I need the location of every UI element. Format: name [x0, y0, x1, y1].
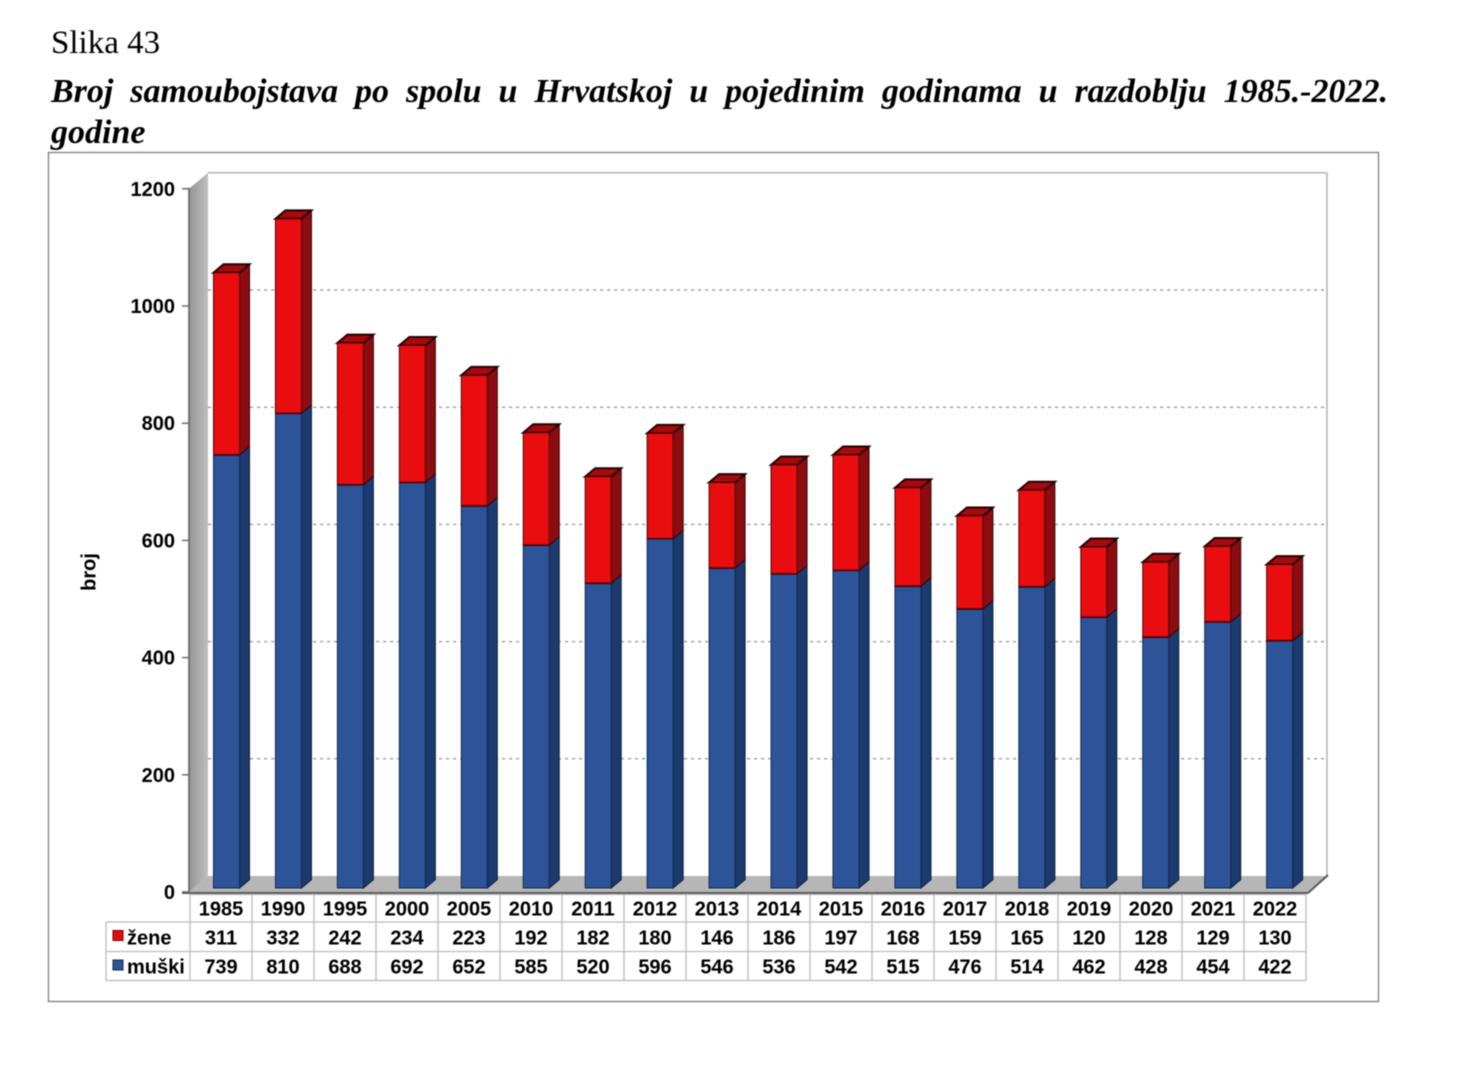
- svg-text:2019: 2019: [1067, 899, 1112, 921]
- svg-text:2018: 2018: [1005, 899, 1050, 921]
- svg-text:428: 428: [1134, 957, 1167, 979]
- svg-text:120: 120: [1072, 928, 1105, 950]
- svg-text:542: 542: [824, 957, 857, 979]
- svg-text:400: 400: [142, 648, 175, 670]
- svg-text:585: 585: [514, 957, 547, 979]
- svg-text:514: 514: [1010, 957, 1044, 979]
- svg-text:600: 600: [142, 530, 175, 552]
- svg-text:2013: 2013: [695, 899, 740, 921]
- svg-text:192: 192: [514, 928, 547, 950]
- svg-text:223: 223: [452, 928, 485, 950]
- svg-text:462: 462: [1072, 957, 1105, 979]
- svg-text:2017: 2017: [943, 899, 988, 921]
- svg-text:182: 182: [576, 928, 609, 950]
- svg-text:168: 168: [886, 928, 919, 950]
- svg-text:165: 165: [1010, 928, 1043, 950]
- svg-text:546: 546: [700, 957, 733, 979]
- svg-text:186: 186: [762, 928, 795, 950]
- svg-text:197: 197: [824, 928, 857, 950]
- svg-text:2000: 2000: [385, 899, 430, 921]
- svg-text:1200: 1200: [131, 179, 176, 201]
- svg-text:2021: 2021: [1191, 899, 1236, 921]
- svg-text:596: 596: [638, 957, 671, 979]
- svg-text:242: 242: [328, 928, 361, 950]
- svg-text:2010: 2010: [509, 899, 554, 921]
- svg-text:800: 800: [142, 413, 175, 435]
- svg-text:1000: 1000: [131, 296, 176, 318]
- svg-text:422: 422: [1258, 957, 1291, 979]
- svg-text:2020: 2020: [1129, 899, 1174, 921]
- svg-text:159: 159: [948, 928, 981, 950]
- svg-text:2022: 2022: [1253, 899, 1298, 921]
- svg-text:515: 515: [886, 957, 919, 979]
- svg-text:1990: 1990: [261, 899, 306, 921]
- svg-text:180: 180: [638, 928, 671, 950]
- svg-text:311: 311: [205, 928, 237, 950]
- svg-text:520: 520: [576, 957, 609, 979]
- svg-text:2005: 2005: [447, 899, 492, 921]
- svg-text:1995: 1995: [323, 899, 368, 921]
- svg-text:žene: žene: [127, 928, 171, 950]
- svg-text:2015: 2015: [819, 899, 864, 921]
- svg-text:454: 454: [1196, 957, 1230, 979]
- svg-text:2016: 2016: [881, 899, 926, 921]
- svg-text:332: 332: [266, 928, 299, 950]
- svg-text:2011: 2011: [571, 899, 614, 921]
- svg-text:810: 810: [266, 957, 299, 979]
- svg-text:broj: broj: [79, 553, 101, 591]
- svg-text:688: 688: [328, 957, 361, 979]
- svg-text:234: 234: [390, 928, 424, 950]
- svg-text:200: 200: [142, 765, 175, 787]
- svg-text:1985: 1985: [199, 899, 244, 921]
- svg-text:536: 536: [762, 957, 795, 979]
- svg-text:129: 129: [1196, 928, 1229, 950]
- svg-text:146: 146: [700, 928, 733, 950]
- svg-text:128: 128: [1134, 928, 1167, 950]
- svg-text:476: 476: [948, 957, 981, 979]
- svg-text:2012: 2012: [633, 899, 678, 921]
- svg-text:652: 652: [452, 957, 485, 979]
- svg-text:2014: 2014: [757, 899, 802, 921]
- svg-text:muški: muški: [127, 957, 185, 979]
- svg-text:739: 739: [204, 957, 237, 979]
- svg-text:0: 0: [164, 882, 175, 904]
- svg-text:692: 692: [390, 957, 423, 979]
- svg-text:130: 130: [1258, 928, 1291, 950]
